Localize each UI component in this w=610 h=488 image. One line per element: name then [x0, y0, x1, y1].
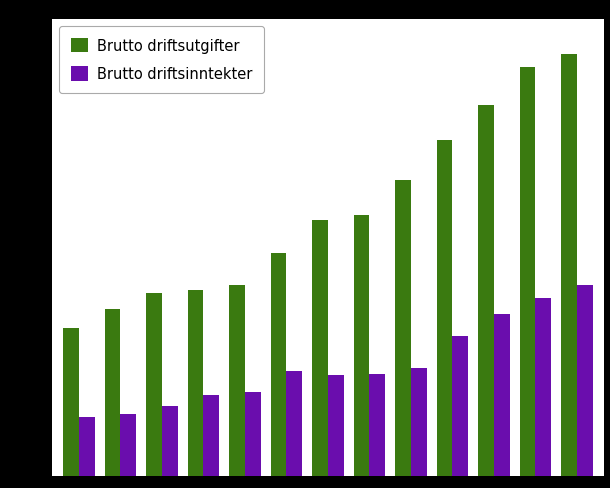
Bar — [229, 285, 245, 476]
Bar — [520, 68, 536, 476]
Bar — [453, 336, 468, 476]
Bar — [437, 140, 453, 476]
Bar — [354, 216, 370, 476]
Bar — [245, 392, 260, 476]
Bar — [286, 371, 302, 476]
Bar — [577, 285, 593, 476]
Bar — [370, 374, 385, 476]
Bar — [561, 54, 577, 476]
Bar — [494, 315, 510, 476]
Bar — [411, 368, 426, 476]
Bar — [312, 221, 328, 476]
Bar — [162, 406, 178, 476]
Bar — [328, 375, 343, 476]
Bar — [478, 105, 494, 476]
Bar — [146, 293, 162, 476]
Bar — [63, 328, 79, 476]
Bar — [395, 181, 411, 476]
Bar — [104, 309, 120, 476]
Bar — [536, 299, 551, 476]
Legend: Brutto driftsutgifter, Brutto driftsinntekter: Brutto driftsutgifter, Brutto driftsinnt… — [59, 27, 264, 94]
Bar — [203, 395, 219, 476]
Bar — [120, 414, 136, 476]
Bar — [271, 253, 286, 476]
Bar — [188, 290, 203, 476]
Bar — [79, 417, 95, 476]
